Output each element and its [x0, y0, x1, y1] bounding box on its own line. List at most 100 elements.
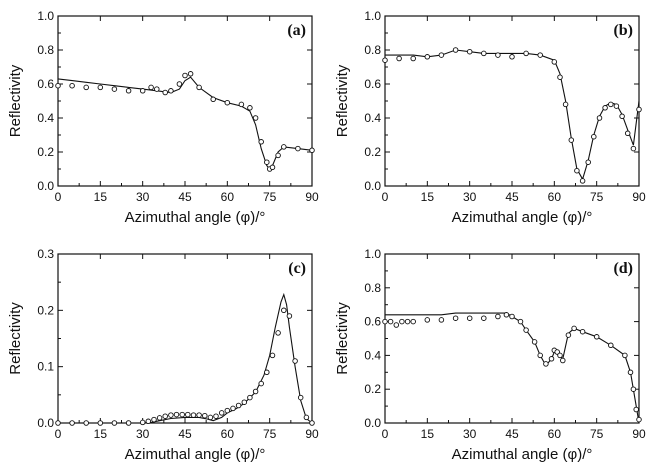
- y-tick-label: 0.0: [364, 416, 381, 430]
- measured-point: [182, 72, 188, 79]
- measured-point: [424, 54, 431, 60]
- measured-point: [224, 99, 231, 106]
- x-tick-label: 90: [305, 190, 319, 204]
- measured-point: [636, 106, 642, 113]
- plot-frame: [384, 15, 640, 187]
- x-tick-label: 45: [178, 427, 192, 441]
- y-axis-title: Reflectivity: [7, 64, 24, 137]
- measured-point: [393, 322, 400, 328]
- calculated-curve: [385, 49, 640, 181]
- y-tick-label: 0.4: [364, 348, 381, 362]
- measured-point: [275, 330, 281, 336]
- x-tick-label: 60: [221, 190, 235, 204]
- x-tick-label: 45: [505, 190, 519, 204]
- measured-point: [151, 416, 157, 423]
- y-axis-title: Reflectivity: [7, 302, 24, 375]
- y-tick-label: 0.0: [37, 179, 54, 193]
- measured-point: [627, 369, 634, 376]
- measured-point: [410, 55, 416, 62]
- panel-label: (a): [287, 22, 306, 39]
- y-tick-label: 0.4: [37, 111, 54, 125]
- measured-point: [399, 318, 405, 325]
- measured-point: [466, 315, 473, 321]
- measured-point: [523, 327, 529, 333]
- measured-point: [565, 332, 572, 338]
- measured-point: [292, 358, 298, 364]
- panel-c: 0 15 30 45 60 75 90 0.0 0.1 0.2 0.3 Azimuthal angle…: [7, 247, 319, 463]
- measured-point: [111, 86, 118, 92]
- measured-point: [424, 317, 431, 323]
- measured-point: [574, 167, 580, 174]
- measured-point: [537, 52, 543, 58]
- x-tick-label: 45: [178, 190, 192, 204]
- panel-label: (c): [288, 260, 306, 277]
- measured-point: [241, 399, 248, 405]
- x-axis-title: Azimuthal angle (φ)/°: [452, 209, 593, 226]
- measured-point: [168, 412, 174, 418]
- measured-point: [179, 411, 185, 418]
- measured-point: [630, 386, 637, 392]
- panel-label: (b): [613, 22, 633, 39]
- x-tick-label: 0: [55, 190, 62, 204]
- plot-frame: [57, 253, 313, 424]
- y-tick-label: 0.6: [37, 77, 54, 91]
- measured-point: [452, 47, 459, 53]
- y-tick-label: 0.1: [37, 360, 54, 374]
- y-tick-label: 0.2: [364, 145, 381, 159]
- measured-point: [537, 352, 543, 359]
- measured-point: [83, 84, 89, 91]
- x-tick-label: 30: [463, 427, 477, 441]
- measured-point: [83, 420, 89, 426]
- measured-point: [619, 113, 625, 120]
- measured-point: [382, 57, 388, 63]
- measured-point: [438, 52, 445, 58]
- measured-point: [252, 115, 259, 121]
- plot-frame: [57, 15, 313, 187]
- x-tick-label: 30: [463, 190, 477, 204]
- measured-point: [281, 144, 287, 150]
- measured-point: [591, 133, 597, 140]
- measured-point: [247, 394, 253, 401]
- measured-point: [281, 307, 287, 314]
- y-tick-label: 1.0: [37, 9, 54, 23]
- measured-point: [602, 105, 608, 111]
- y-tick-label: 0.6: [364, 315, 381, 329]
- measured-point: [531, 339, 538, 345]
- panel-a: 0 15 30 45 60 75 90 0.0 0.2 0.4 0.6 0.8 1.0 Azimuthal…: [7, 9, 319, 226]
- measured-point: [55, 82, 61, 89]
- measured-point: [404, 318, 411, 325]
- y-axis-title: Reflectivity: [334, 302, 351, 375]
- y-tick-label: 0.8: [364, 281, 381, 295]
- x-tick-label: 90: [632, 427, 646, 441]
- measured-point: [466, 48, 473, 55]
- measured-point: [224, 407, 231, 414]
- y-tick-label: 1.0: [364, 247, 381, 261]
- measured-point: [295, 145, 301, 152]
- measured-point: [495, 52, 501, 58]
- x-tick-label: 75: [590, 427, 604, 441]
- measured-point: [495, 313, 501, 320]
- measured-point: [554, 349, 560, 355]
- y-tick-label: 0.6: [364, 77, 381, 91]
- x-tick-label: 30: [136, 427, 150, 441]
- x-tick-label: 15: [421, 427, 435, 441]
- measured-point: [168, 88, 174, 94]
- x-axis-title: Azimuthal angle (φ)/°: [452, 446, 593, 463]
- measured-point: [481, 50, 487, 57]
- measured-point: [309, 420, 315, 426]
- measured-point: [210, 96, 216, 103]
- measured-point: [596, 115, 603, 121]
- x-tick-label: 75: [263, 190, 277, 204]
- measured-point: [269, 352, 276, 359]
- y-tick-label: 0.0: [364, 179, 381, 193]
- panel-d: 0 15 30 45 60 75 90 0.0 0.2 0.4 0.6 0.8 1.0 Azimuthal…: [334, 247, 646, 463]
- measured-point: [139, 88, 146, 94]
- y-tick-label: 0.2: [364, 382, 381, 396]
- measured-point: [622, 352, 628, 359]
- measured-point: [173, 411, 180, 418]
- x-tick-label: 15: [94, 190, 108, 204]
- measured-point: [148, 84, 154, 91]
- measured-point: [509, 313, 515, 320]
- measured-point: [396, 55, 402, 62]
